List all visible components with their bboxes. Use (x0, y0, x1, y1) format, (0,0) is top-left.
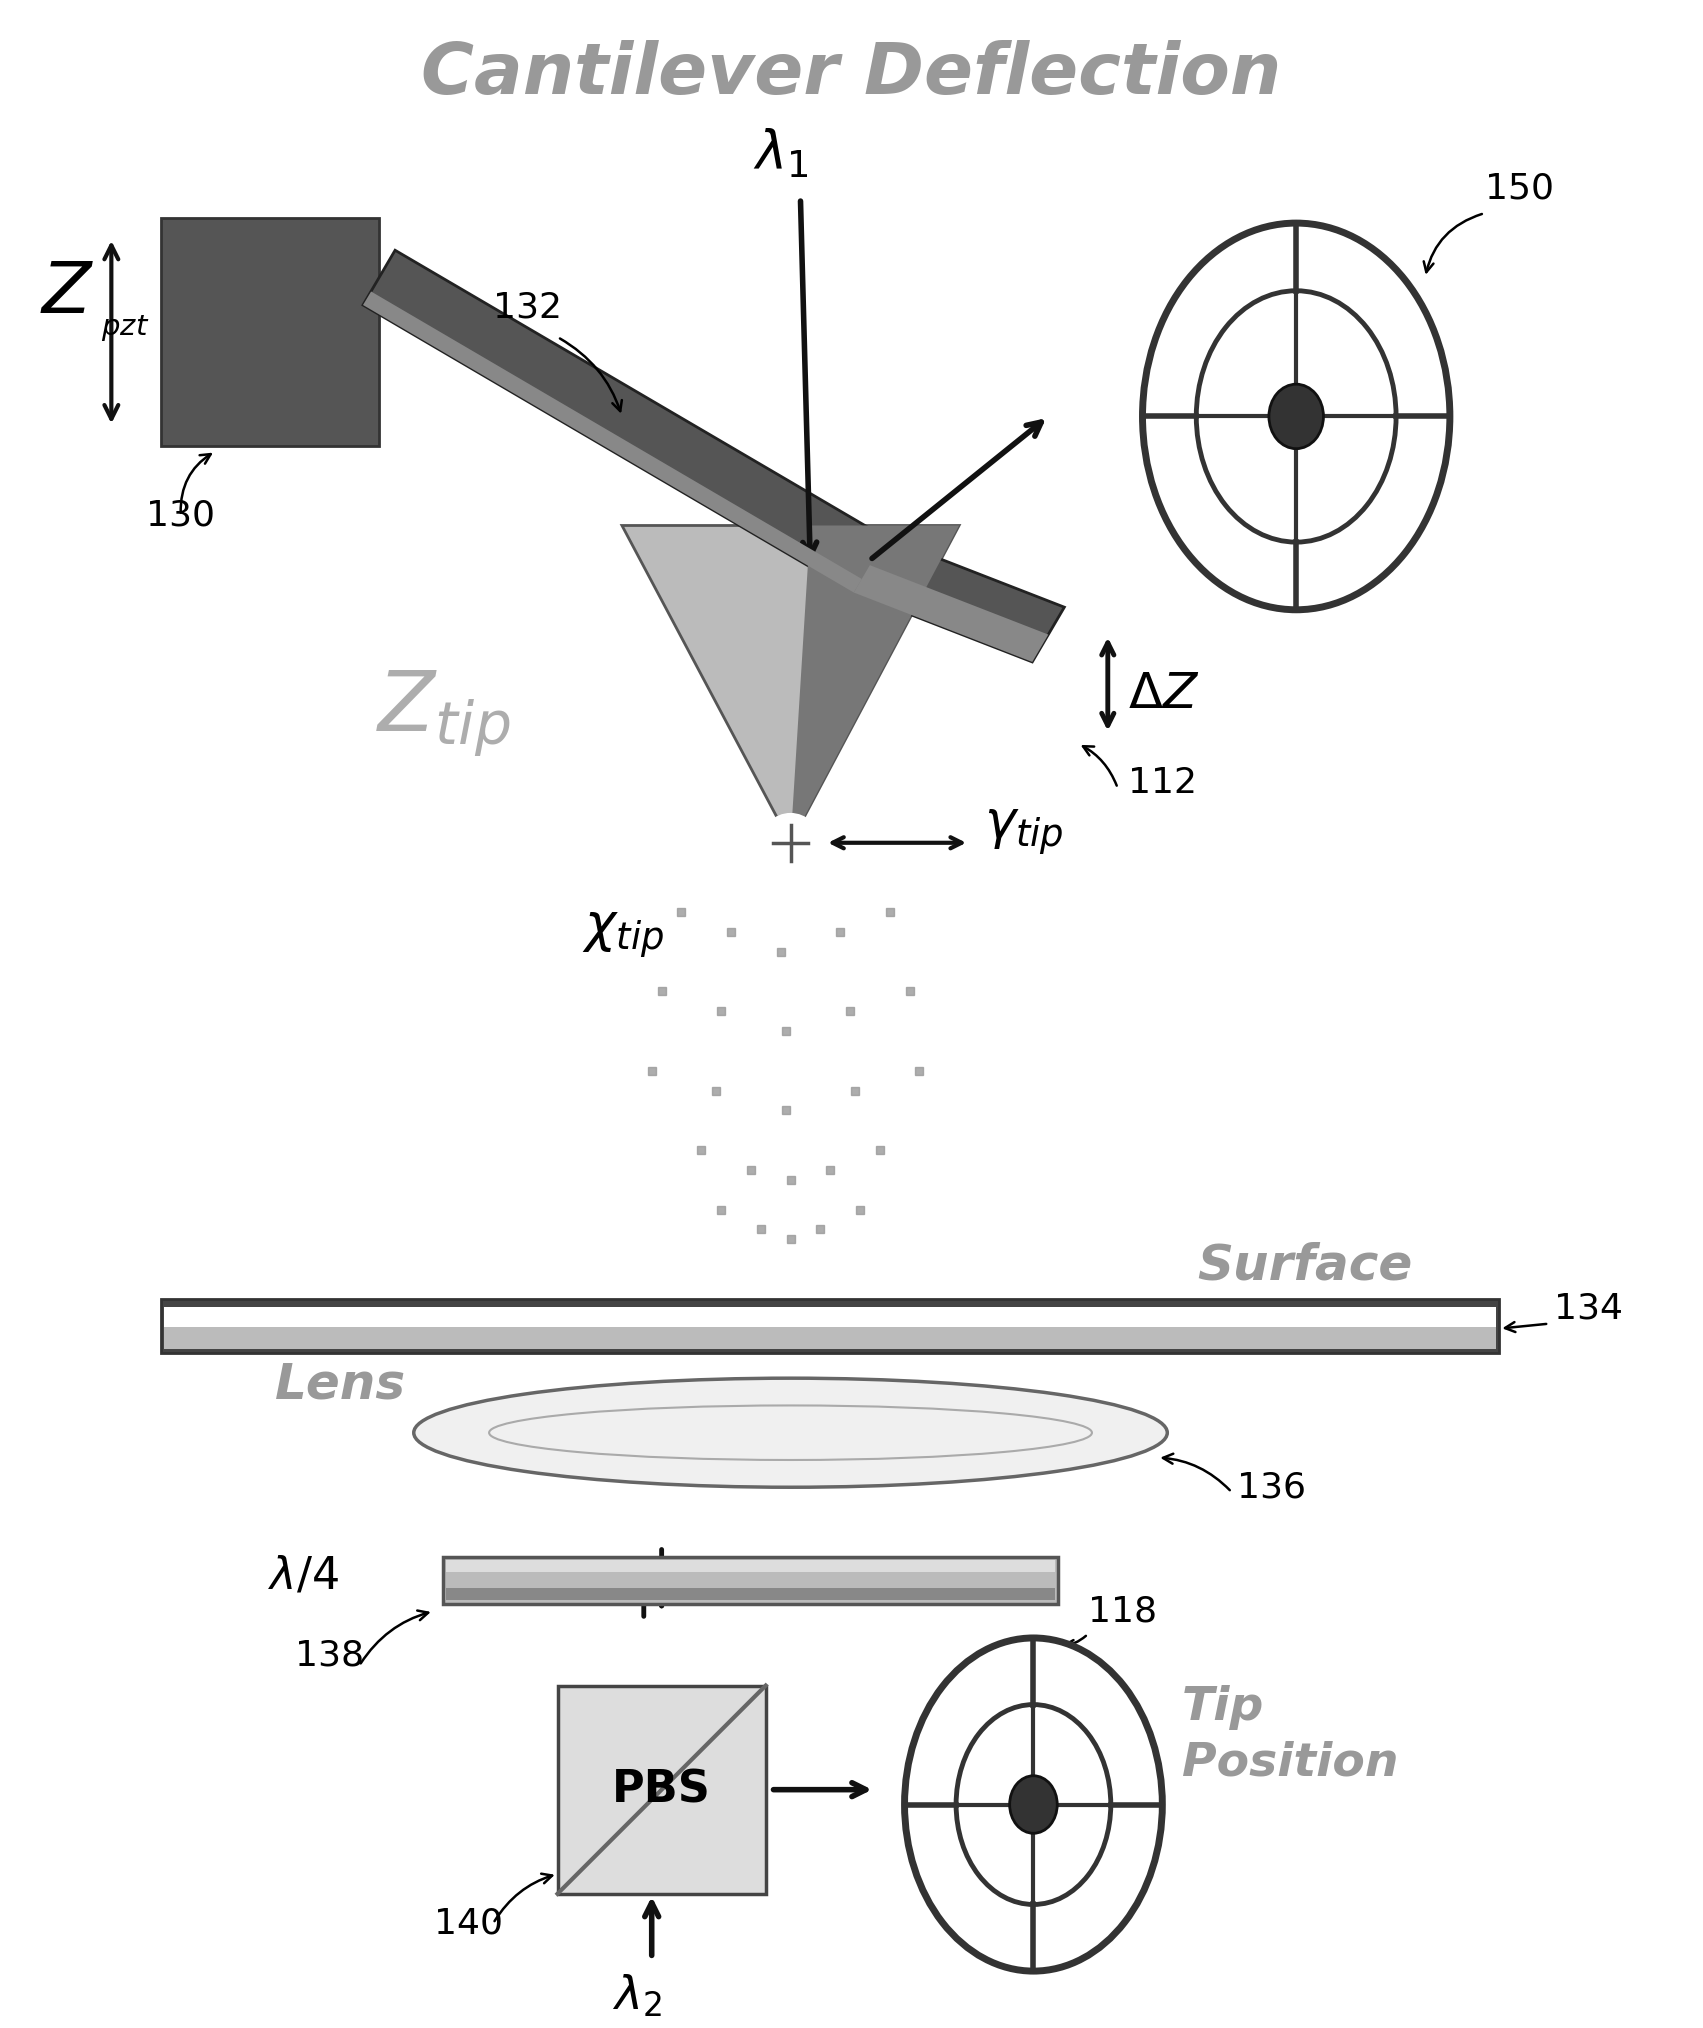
Text: $\chi_{tip}$: $\chi_{tip}$ (582, 911, 664, 961)
Bar (160, 219, 380, 446)
Polygon shape (363, 249, 886, 592)
Text: Surface: Surface (1197, 1241, 1412, 1290)
Text: $\lambda_1$: $\lambda_1$ (753, 128, 809, 180)
Ellipse shape (1196, 290, 1396, 541)
Text: 150: 150 (1485, 170, 1553, 205)
Text: 138: 138 (295, 1639, 364, 1673)
Polygon shape (853, 566, 1049, 661)
Text: PBS: PBS (611, 1768, 712, 1811)
Ellipse shape (1010, 1777, 1058, 1833)
Text: $_{pzt}$: $_{pzt}$ (102, 302, 150, 343)
Text: 118: 118 (1088, 1594, 1156, 1628)
Polygon shape (853, 537, 1064, 661)
Text: Tip
Position: Tip Position (1182, 1685, 1398, 1785)
Text: Lens: Lens (274, 1361, 405, 1407)
Ellipse shape (414, 1379, 1167, 1487)
Text: 140: 140 (434, 1906, 502, 1941)
Text: $\Delta Z$: $\Delta Z$ (1127, 669, 1199, 718)
Bar (160, 1298, 1499, 1353)
Bar (557, 1685, 766, 1894)
Ellipse shape (955, 1706, 1110, 1904)
Bar (446, 1588, 1056, 1600)
Text: 112: 112 (1127, 767, 1197, 801)
Bar (163, 1306, 1497, 1341)
Ellipse shape (904, 1639, 1163, 1971)
Text: $\lambda_2$: $\lambda_2$ (611, 1973, 662, 2020)
Bar (163, 1326, 1497, 1349)
Bar (443, 1558, 1058, 1604)
Ellipse shape (1269, 383, 1323, 448)
Text: 132: 132 (494, 290, 562, 324)
Text: 134: 134 (1553, 1292, 1623, 1326)
Polygon shape (622, 525, 959, 844)
Ellipse shape (1143, 223, 1449, 610)
Polygon shape (790, 525, 959, 844)
Circle shape (763, 815, 817, 870)
Text: $\gamma_{tip}$: $\gamma_{tip}$ (984, 807, 1064, 858)
Text: $Z$: $Z$ (39, 258, 94, 329)
Polygon shape (363, 292, 862, 592)
Bar (446, 1560, 1056, 1572)
Text: $Z_{tip}$: $Z_{tip}$ (376, 669, 511, 758)
Text: 130: 130 (146, 499, 215, 533)
Text: 136: 136 (1236, 1470, 1306, 1505)
Text: $\lambda/4$: $\lambda/4$ (269, 1555, 339, 1598)
Text: Cantilever Deflection: Cantilever Deflection (421, 41, 1281, 110)
